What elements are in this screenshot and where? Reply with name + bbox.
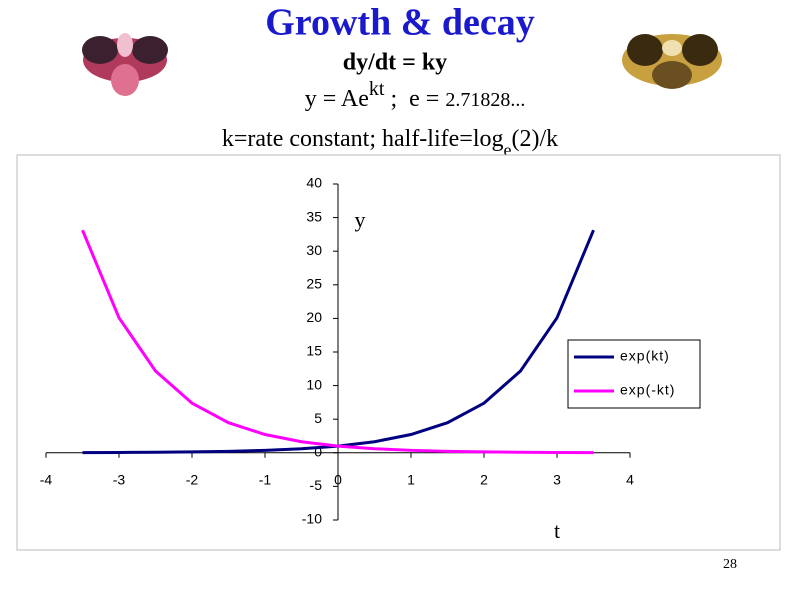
- x-tick-label: 3: [553, 472, 561, 488]
- note: k=rate constant; half-life=loge(2)/k: [222, 126, 558, 160]
- note-subscript: e: [503, 140, 511, 160]
- x-tick-label: -3: [113, 472, 126, 488]
- x-tick-label: 1: [407, 472, 415, 488]
- page-number: 28: [723, 557, 737, 572]
- y-tick-label: 10: [306, 376, 322, 392]
- y-tick-label: 20: [306, 309, 322, 325]
- y-tick-label: -5: [310, 477, 323, 493]
- y-tick-label: -10: [302, 511, 322, 527]
- y-tick-label: 25: [306, 276, 322, 292]
- legend: [567, 339, 701, 409]
- y-tick-label: 40: [306, 175, 322, 191]
- formula-exponent: kt: [369, 78, 385, 100]
- y-tick-label: 5: [314, 410, 322, 426]
- y-tick-label: 35: [306, 208, 322, 224]
- title: Growth & decay: [265, 2, 535, 44]
- note-text: (2)/k: [511, 126, 558, 152]
- formula-text: y = Ae: [305, 86, 369, 112]
- x-axis-label: t: [554, 518, 560, 543]
- legend-label: exp(kt): [620, 348, 670, 364]
- x-tick-label: 2: [480, 472, 488, 488]
- equation: dy/dt = ky: [343, 50, 447, 76]
- note-text: k=rate constant; half-life=log: [222, 126, 504, 152]
- y-tick-label: 15: [306, 343, 322, 359]
- formula-constant: 2.71828...: [445, 89, 525, 111]
- y-tick-label: 30: [306, 242, 322, 258]
- legend-label: exp(-kt): [620, 382, 675, 398]
- formula: y = Aekt ; e = 2.71828...: [305, 78, 526, 112]
- x-tick-label: 4: [626, 472, 634, 488]
- x-tick-label: 0: [334, 472, 342, 488]
- series-line: [81, 229, 594, 455]
- x-tick-label: -2: [186, 472, 199, 488]
- inkblot-right: [622, 34, 722, 89]
- inkblot-left: [82, 33, 168, 96]
- formula-text: ; e =: [384, 86, 445, 112]
- y-tick-label: 0: [314, 444, 322, 460]
- y-axis-label: y: [355, 207, 366, 232]
- x-tick-label: -4: [40, 472, 53, 488]
- x-tick-label: -1: [259, 472, 272, 488]
